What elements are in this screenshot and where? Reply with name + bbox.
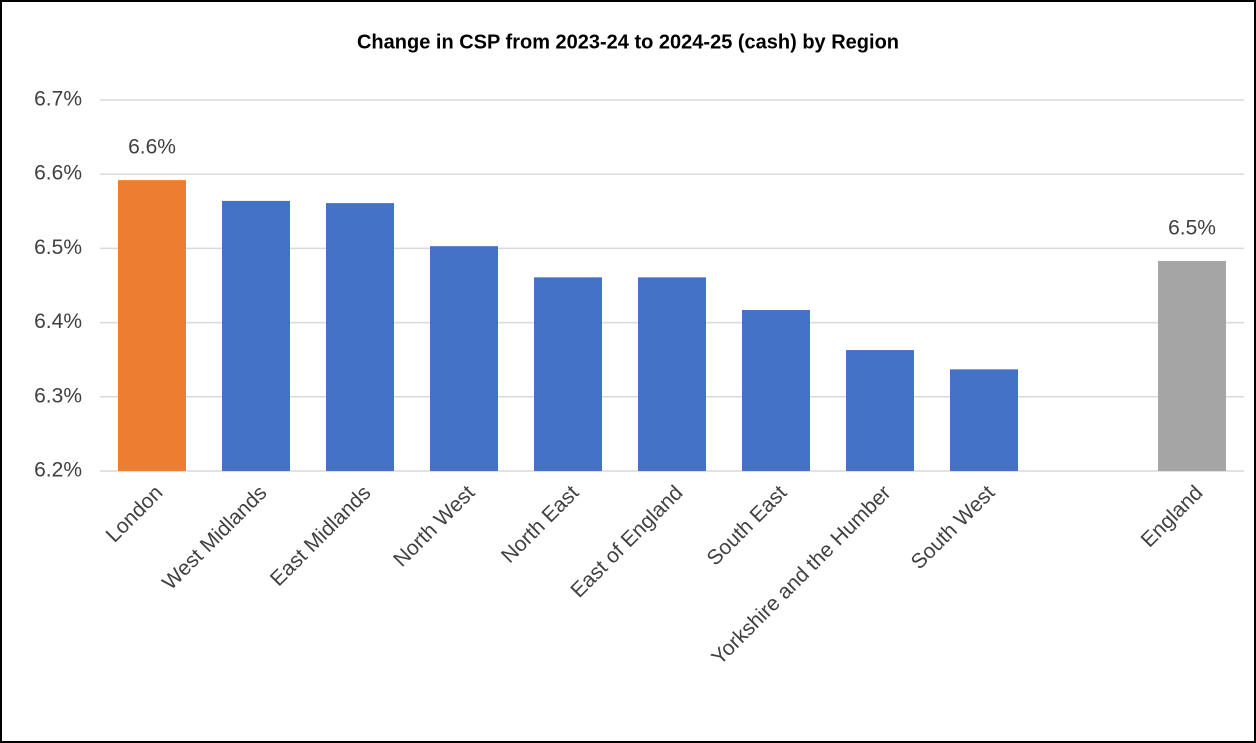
y-tick-label: 6.3% (34, 384, 82, 407)
y-tick-label: 6.5% (34, 236, 82, 259)
bar (742, 309, 810, 471)
value-label: 6.5% (1168, 217, 1216, 240)
value-label: 6.6% (128, 136, 176, 159)
bar (118, 180, 186, 472)
y-tick-label: 6.7% (34, 88, 82, 111)
bar (846, 350, 914, 471)
y-tick-label: 6.2% (34, 459, 82, 482)
bar (326, 203, 394, 471)
y-tick-label: 6.6% (34, 162, 82, 185)
bar (534, 277, 602, 471)
bar (950, 369, 1018, 471)
bar (1158, 261, 1226, 471)
chart-title: Change in CSP from 2023-24 to 2024-25 (c… (357, 31, 899, 53)
bar (430, 246, 498, 471)
y-tick-label: 6.4% (34, 310, 82, 333)
bar (638, 277, 706, 471)
bar (222, 200, 290, 472)
